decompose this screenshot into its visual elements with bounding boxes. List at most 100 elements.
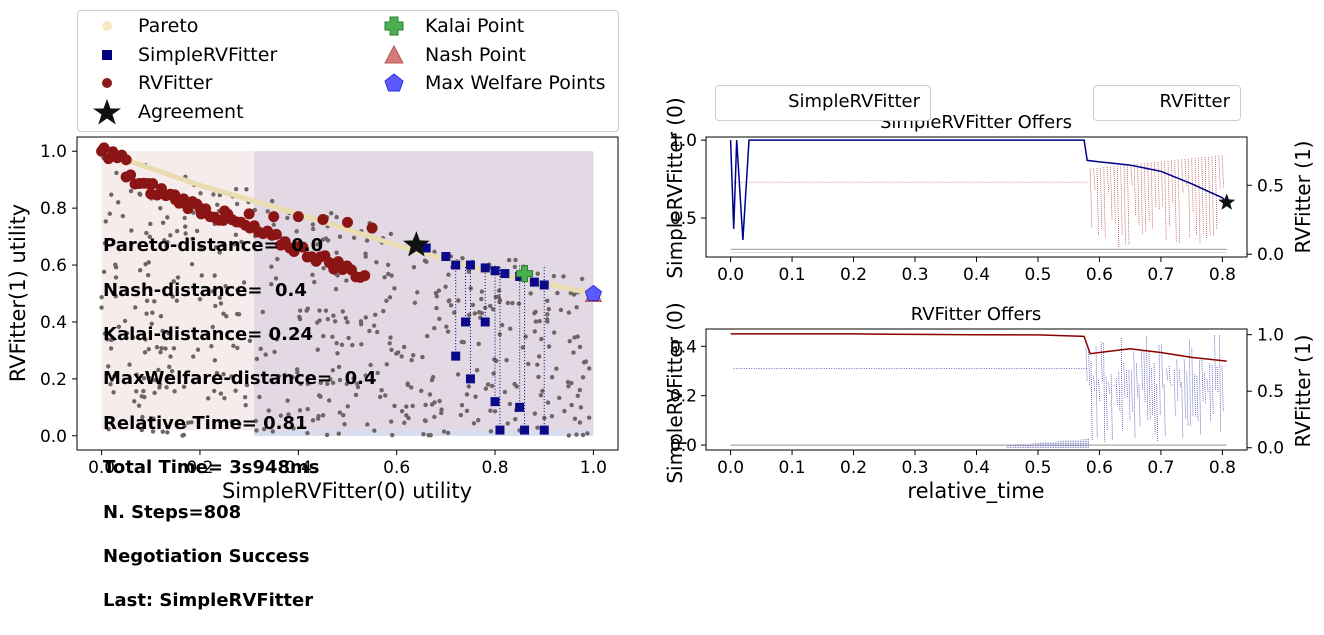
- outcome-point: [107, 211, 113, 216]
- outcome-point: [389, 273, 394, 278]
- outcome-point: [385, 262, 391, 268]
- pareto-frontier: [100, 148, 594, 296]
- simple-offer-point: [465, 260, 475, 270]
- outcome-point: [551, 273, 557, 279]
- outcome-point: [265, 209, 270, 214]
- outcome-point: [168, 233, 173, 238]
- outcome-point: [443, 284, 448, 289]
- outcome-point: [159, 346, 164, 351]
- simple-offers-series: [421, 243, 549, 435]
- agreement-marker: [1218, 193, 1236, 210]
- outcome-point: [577, 387, 583, 393]
- outcome-point: [466, 384, 472, 389]
- outcome-point: [137, 191, 142, 196]
- outcome-point: [244, 187, 249, 192]
- outcome-point: [213, 245, 219, 250]
- outcome-point: [266, 408, 271, 413]
- simple-offer-point: [515, 402, 525, 412]
- rv-offer-point: [178, 193, 190, 205]
- rv-offer-spikes: [1089, 155, 1224, 247]
- rv-offers-legend: RVFitter: [1093, 85, 1241, 121]
- outcome-point: [479, 289, 485, 294]
- outcome-point: [175, 275, 181, 280]
- outcome-point: [114, 170, 119, 176]
- simple-offer-point: [480, 317, 490, 327]
- outcome-point: [354, 381, 360, 386]
- y-tick-label: 0.8: [40, 199, 67, 219]
- outcome-point: [274, 337, 280, 342]
- outcome-point: [146, 375, 152, 381]
- outcome-point: [143, 337, 148, 342]
- outcome-point: [149, 321, 154, 326]
- x-tick-label: 0.2: [840, 458, 867, 478]
- rv-offer-point: [317, 214, 329, 226]
- outcome-point: [158, 206, 163, 211]
- outcome-point: [144, 230, 149, 236]
- simple-offer-point: [480, 263, 490, 273]
- outcome-point: [585, 431, 590, 436]
- outcome-point: [144, 311, 149, 316]
- outcome-point: [235, 345, 240, 351]
- outcome-point: [147, 234, 152, 239]
- x-tick-label: 0.8: [482, 458, 509, 478]
- stat-nash-distance: Nash-distance= 0.4: [103, 279, 307, 301]
- negotiation-stats: Pareto-distance= 0.0 Nash-distance= 0.4 …: [103, 213, 377, 635]
- outcome-point: [384, 362, 389, 367]
- outcome-point: [574, 432, 579, 437]
- outcome-point: [182, 215, 187, 221]
- outcome-point: [136, 403, 142, 408]
- outcome-point: [325, 238, 331, 243]
- kalai-point: [516, 265, 534, 283]
- outcome-point: [183, 231, 188, 236]
- outcome-point: [479, 296, 484, 302]
- stat-result: Negotiation Success: [103, 546, 310, 568]
- outcome-point: [557, 395, 562, 401]
- outcome-point: [567, 338, 572, 344]
- x-tick-label: 0.3: [901, 265, 928, 285]
- outcome-point: [337, 234, 343, 239]
- outcome-point: [505, 421, 510, 426]
- rv-offer-point: [292, 211, 304, 223]
- x-tick-label: 0.4: [285, 458, 312, 478]
- outcome-point: [432, 414, 437, 420]
- outcome-point: [384, 298, 389, 303]
- outcome-point: [337, 410, 343, 415]
- outcome-point: [545, 400, 551, 405]
- outcome-point: [211, 192, 216, 197]
- outcome-point: [555, 290, 560, 296]
- outcome-point: [390, 432, 395, 438]
- outcome-point: [367, 328, 372, 334]
- outcome-point: [310, 222, 316, 227]
- outcome-point: [528, 291, 533, 296]
- main-legend: Pareto SimpleRVFitter RVFitter Agreement…: [77, 10, 619, 132]
- x-tick-label: 0.6: [383, 458, 410, 478]
- outcome-point: [434, 305, 439, 311]
- outcome-point: [574, 305, 579, 310]
- outcome-point: [129, 228, 134, 233]
- outcome-point: [460, 255, 465, 261]
- outcome-point: [343, 315, 349, 321]
- outcome-point: [422, 258, 428, 263]
- outcome-point: [512, 416, 518, 422]
- main-y-axis-label: RVFitter(1) utility: [6, 204, 30, 382]
- outcome-point: [112, 373, 117, 379]
- outcome-point: [291, 426, 296, 431]
- outcome-point: [389, 347, 394, 353]
- outcome-point: [151, 416, 156, 421]
- outcome-point: [371, 323, 377, 328]
- legend-label: SimpleRVFitter: [788, 91, 920, 112]
- outcome-point: [514, 384, 519, 389]
- outcome-point: [345, 319, 350, 325]
- outcome-point: [109, 192, 114, 197]
- outcome-point: [466, 312, 472, 318]
- legend-item-kalai: Kalai Point: [377, 13, 524, 39]
- rv-offer-point: [342, 216, 353, 228]
- circle-marker-icon: [90, 70, 124, 96]
- legend-label: Max Welfare Points: [425, 72, 606, 94]
- outcome-point: [244, 382, 250, 388]
- outcome-point: [105, 337, 110, 342]
- outcome-point: [295, 370, 300, 375]
- simple-offer-point: [520, 425, 530, 435]
- outcome-point: [181, 384, 187, 390]
- plus-marker-icon: [377, 13, 411, 39]
